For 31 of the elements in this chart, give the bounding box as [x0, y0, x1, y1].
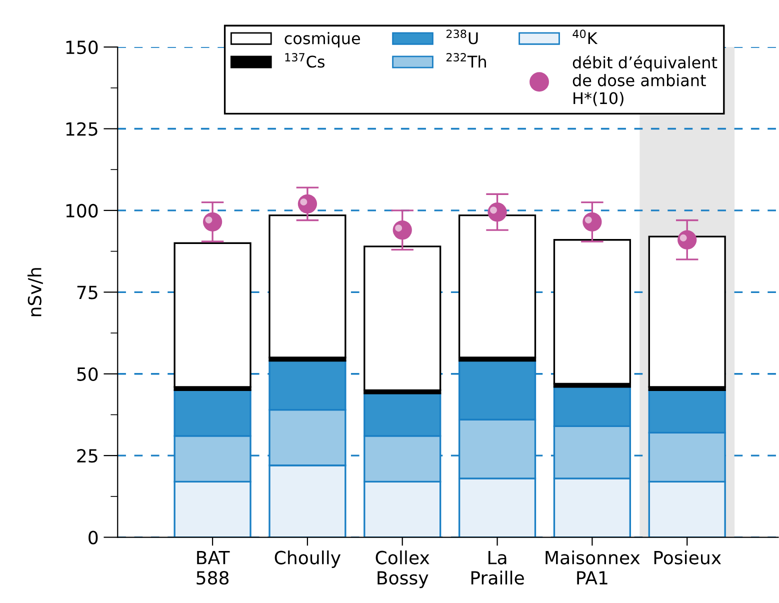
- bar: [174, 242, 252, 388]
- y-tick-label: 125: [66, 122, 98, 136]
- legend-label: $^{238}$U: [446, 30, 478, 44]
- legend-label: cosmique: [284, 32, 360, 48]
- legend-label: $^{137}$Cs: [285, 53, 325, 68]
- legend-label: débit d’équivalent de dose ambiant H*(10): [572, 55, 718, 106]
- y-axis-title: nSv/h: [27, 268, 43, 316]
- x-tick-label: Posieux: [654, 550, 721, 564]
- bar: [268, 214, 346, 358]
- legend-label: $^{40}$K: [572, 30, 598, 44]
- x-tick-label: BAT 588: [196, 551, 230, 585]
- x-tick-label: Maisonnex PA1: [546, 550, 640, 584]
- y-tick-label: 75: [77, 286, 98, 300]
- bar: [648, 236, 726, 388]
- bar: [553, 239, 631, 384]
- y-tick-label: 150: [66, 40, 98, 54]
- point: [298, 194, 318, 214]
- x-tick-label: Choully: [274, 550, 341, 568]
- point: [678, 230, 697, 250]
- point: [582, 212, 602, 232]
- y-tick-label: 0: [88, 530, 98, 544]
- y-tick-label: 50: [77, 367, 98, 381]
- y-tick-label: 25: [77, 449, 98, 463]
- point: [392, 220, 412, 240]
- y-tick-label: 100: [66, 204, 98, 218]
- x-tick-label: La Praille: [471, 551, 524, 585]
- point: [202, 212, 222, 232]
- x-tick-label: Collex Bossy: [376, 550, 430, 588]
- legend-label: $^{232}$Th: [446, 53, 486, 68]
- point: [488, 202, 507, 222]
- bar: [364, 246, 442, 392]
